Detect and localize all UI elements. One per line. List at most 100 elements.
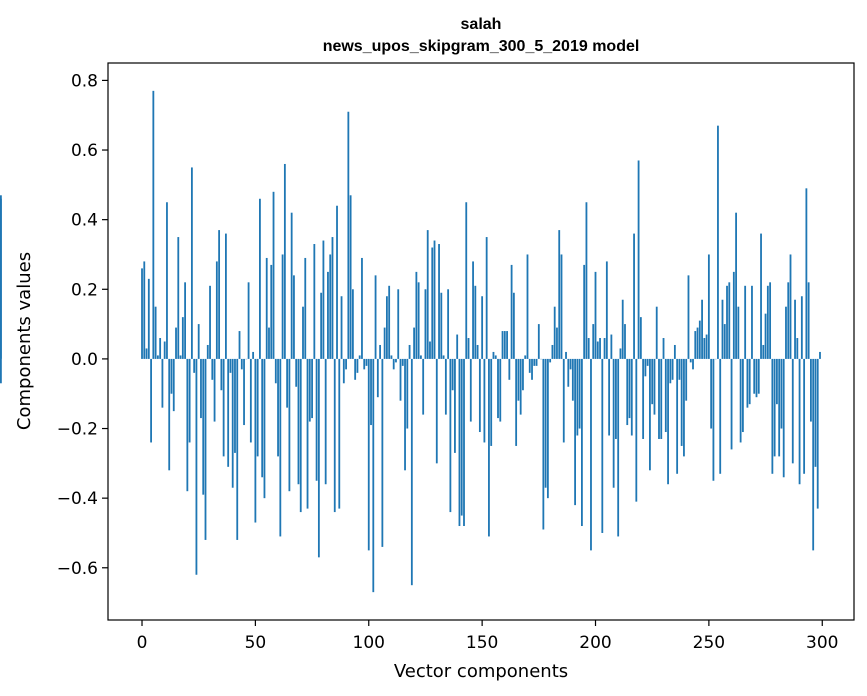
bar-226 [653,358,656,415]
bar-32 [213,358,216,422]
bar-297 [814,358,817,467]
bar-211 [619,348,622,359]
bar-141 [460,358,463,516]
bar-232 [667,358,669,485]
bar-98 [363,358,366,370]
bar-9 [161,358,164,408]
bar-13 [170,358,173,394]
bar-278 [771,358,774,474]
bar-292 [803,358,806,474]
bar-136 [449,358,452,513]
bar-187 [565,351,567,359]
bar-31 [211,358,214,380]
bar-142 [463,358,465,527]
bar-174 [535,358,538,366]
bar-114 [399,358,402,401]
bar-51 [256,358,259,457]
bar-225 [651,358,654,405]
y-tick-label: −0.4 [57,489,98,509]
bar-91 [347,111,350,359]
bar-268 [748,358,751,405]
bar-183 [556,327,558,359]
bar-140 [458,358,461,527]
bar-167 [519,358,522,415]
x-tick-label: 0 [137,633,148,653]
bar-undefined [0,358,2,384]
bar-61 [279,358,282,537]
bar-undefined [0,198,2,359]
bar-286 [789,254,792,359]
bar-218 [635,358,638,502]
bar-298 [816,358,819,509]
bar-245 [696,327,699,359]
bar-246 [698,320,701,359]
bar-236 [676,358,679,474]
y-tick-label: 0.2 [71,280,98,300]
bar-238 [680,358,683,446]
bar-208 [612,358,615,488]
bar-107 [383,327,386,359]
bar-129 [433,240,436,359]
bar-171 [528,358,531,373]
bar-85 [333,358,336,513]
bar-251 [710,358,713,429]
bar-40 [231,358,234,488]
bar-255 [719,358,722,474]
bar-212 [621,299,624,359]
bar-86 [336,205,338,359]
bar-7 [156,355,159,359]
bar-265 [741,358,744,433]
bar-89 [342,358,345,384]
bar-72 [304,257,307,359]
bar-196 [585,202,588,359]
bar-240 [685,358,688,401]
bar-149 [478,358,481,433]
bar-155 [492,351,495,359]
bar-201 [596,341,599,359]
bar-2 [145,348,148,359]
bar-150 [481,296,484,359]
bar-274 [762,344,765,359]
bar-102 [372,358,375,593]
bar-192 [576,358,579,436]
bar-189 [569,358,572,370]
bar-172 [531,358,533,380]
bar-138 [454,358,456,453]
bar-132 [440,292,443,359]
bar-24 [195,358,198,575]
bar-163 [510,264,513,359]
bar-74 [308,358,311,422]
bar-135 [447,289,450,359]
bar-271 [755,358,758,398]
bar-161 [506,331,508,359]
bar-60 [277,358,279,457]
bar-250 [707,254,710,359]
y-axis-label: Components values [14,252,35,430]
bar-260 [730,358,733,450]
bar-272 [757,358,760,394]
bar-48 [249,358,252,443]
bar-263 [737,306,740,359]
bar-209 [615,358,617,439]
bar-180 [549,358,552,363]
bar-210 [617,358,620,537]
bar-296 [812,358,815,551]
bar-0 [141,268,143,359]
bar-15 [175,327,177,359]
bar-113 [397,289,400,359]
bar-259 [728,282,731,359]
bar-119 [410,358,413,586]
bar-213 [624,324,626,359]
bar-16 [177,237,180,359]
bar-166 [517,358,520,401]
bar-242 [689,358,692,363]
bar-146 [472,261,474,359]
bar-52 [259,198,261,359]
bar-148 [476,344,479,359]
chart-title: salah [461,16,502,33]
bar-254 [717,125,719,359]
y-tick-label: 0.0 [71,350,98,370]
bar-164 [512,292,515,359]
bar-262 [735,212,737,359]
bar-63 [283,163,286,359]
